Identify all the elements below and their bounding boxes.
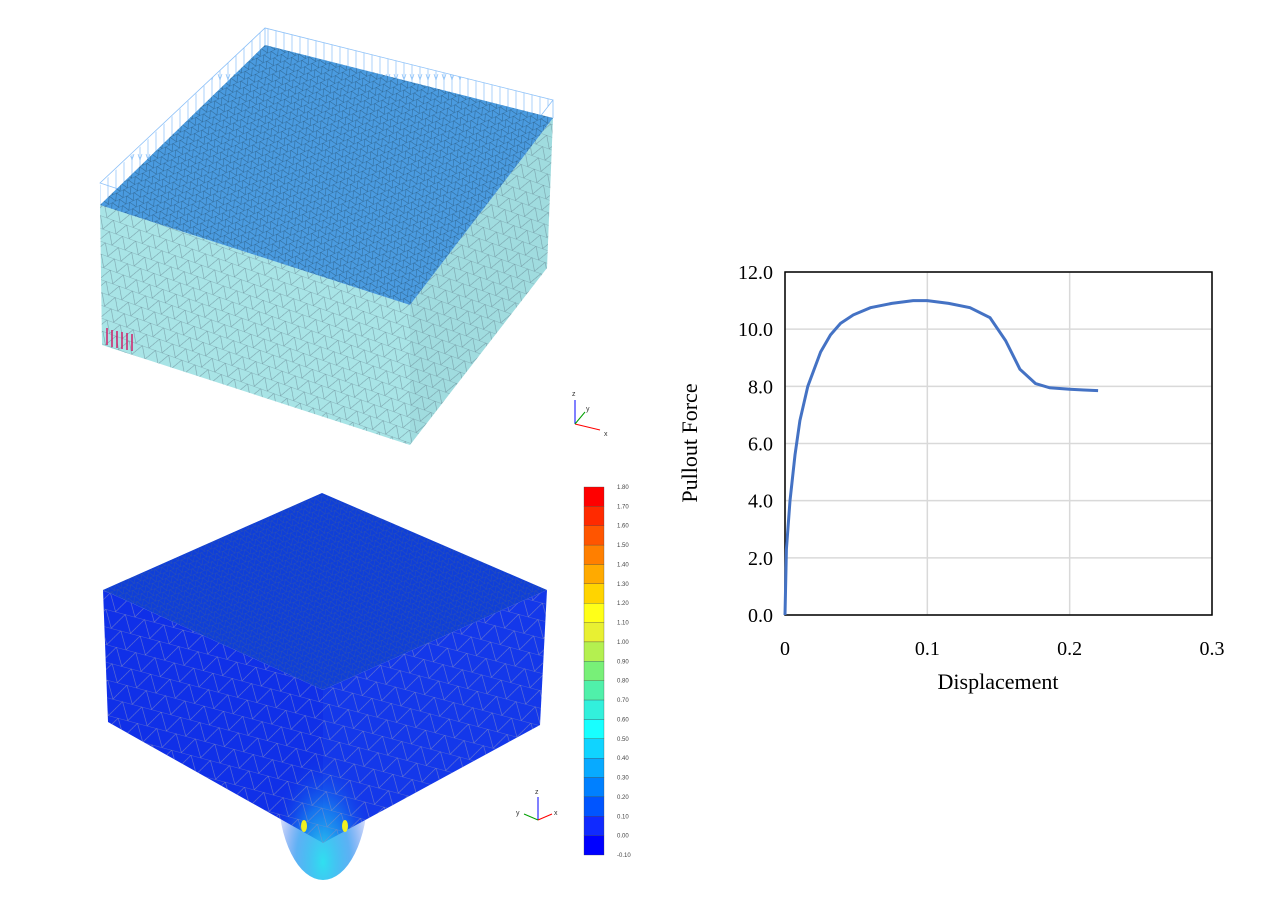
triad-x-label: x <box>554 810 558 817</box>
colorbar-label: 0.30 <box>617 776 629 782</box>
y-tick-label: 0.0 <box>748 605 773 627</box>
colorbar-segment <box>583 622 605 643</box>
colorbar-segment <box>583 816 605 836</box>
triad-y-label: y <box>586 406 590 413</box>
colorbar-segment <box>583 525 605 546</box>
colorbar-segment <box>583 835 605 856</box>
y-tick-label: 4.0 <box>748 491 773 513</box>
x-tick-label: 0.2 <box>1057 638 1082 660</box>
x-tick-label: 0.1 <box>915 638 940 660</box>
y-tick-label: 12.0 <box>738 262 773 284</box>
colorbar-label: 0.60 <box>617 717 629 723</box>
colorbar-label: 1.60 <box>617 524 629 530</box>
colorbar-label: 1.40 <box>617 562 629 568</box>
triad-y-label: y <box>516 810 520 817</box>
y-tick-label: 2.0 <box>748 548 773 570</box>
series-line-pullout-force <box>783 299 1099 616</box>
colorbar-segment <box>583 661 605 681</box>
y-tick-label: 6.0 <box>748 434 773 456</box>
triad-z-label: z <box>535 789 539 796</box>
triad-z-label: z <box>572 391 576 398</box>
colorbar-label: 0.80 <box>617 679 629 685</box>
x-tick-label: 0 <box>780 638 790 660</box>
colorbar-label: -0.10 <box>617 853 631 859</box>
colorbar-label: 1.10 <box>617 621 629 627</box>
colorbar-label: 0.10 <box>617 814 629 820</box>
colorbar-label: 1.80 <box>617 485 629 491</box>
mesh-model-loaded: z y x <box>99 27 608 445</box>
colorbar-segment <box>583 738 605 759</box>
axis-triad-bottom: z y x <box>516 789 558 821</box>
colorbar-label: 1.00 <box>617 640 629 646</box>
colorbar-label: 0.90 <box>617 659 629 665</box>
plot-area-border <box>784 271 1213 616</box>
colorbar-segment <box>583 486 605 507</box>
colorbar: 1.80 1.70 1.60 1.50 1.40 1.30 1.20 1.10 1.00 0.90… <box>583 485 631 859</box>
colorbar-segment <box>583 699 605 720</box>
colorbar-segment <box>583 544 605 565</box>
colorbar-segment <box>583 506 605 526</box>
colorbar-segment <box>583 680 605 701</box>
triad-x-label: x <box>604 431 608 438</box>
colorbar-segment <box>583 603 605 623</box>
colorbar-label: 0.50 <box>617 737 629 743</box>
colorbar-label: 1.50 <box>617 543 629 549</box>
axis-triad-top: z y x <box>572 391 608 438</box>
anchor-markers <box>106 328 133 351</box>
colorbar-label: 0.70 <box>617 698 629 704</box>
y-tick-label: 10.0 <box>738 319 773 341</box>
colorbar-label: 0.40 <box>617 756 629 762</box>
colorbar-segment <box>583 564 605 584</box>
colorbar-label: 1.20 <box>617 601 629 607</box>
pullout-chart: 0.0 2.0 4.0 6.0 8.0 10.0 12.0 0 0.1 0.2 0.3 Displa… <box>677 262 1225 694</box>
y-axis-label: Pullout Force <box>677 383 702 502</box>
colorbar-segment <box>583 796 605 817</box>
colorbar-label: 0.00 <box>617 834 629 840</box>
mesh-model-result: z y x 1.801.701.601.501.401.301.201.101.… <box>103 485 631 880</box>
colorbar-segment <box>583 719 605 739</box>
colorbar-label: 1.70 <box>617 504 629 510</box>
x-tick-label: 0.3 <box>1200 638 1225 660</box>
colorbar-label: 1.30 <box>617 582 629 588</box>
colorbar-segment <box>583 777 605 798</box>
colorbar-segment <box>583 758 605 778</box>
colorbar-segment <box>583 641 605 662</box>
colorbar-label: 0.20 <box>617 795 629 801</box>
x-axis-label: Displacement <box>938 669 1059 694</box>
colorbar-segment <box>583 583 605 604</box>
y-tick-label: 8.0 <box>748 376 773 398</box>
